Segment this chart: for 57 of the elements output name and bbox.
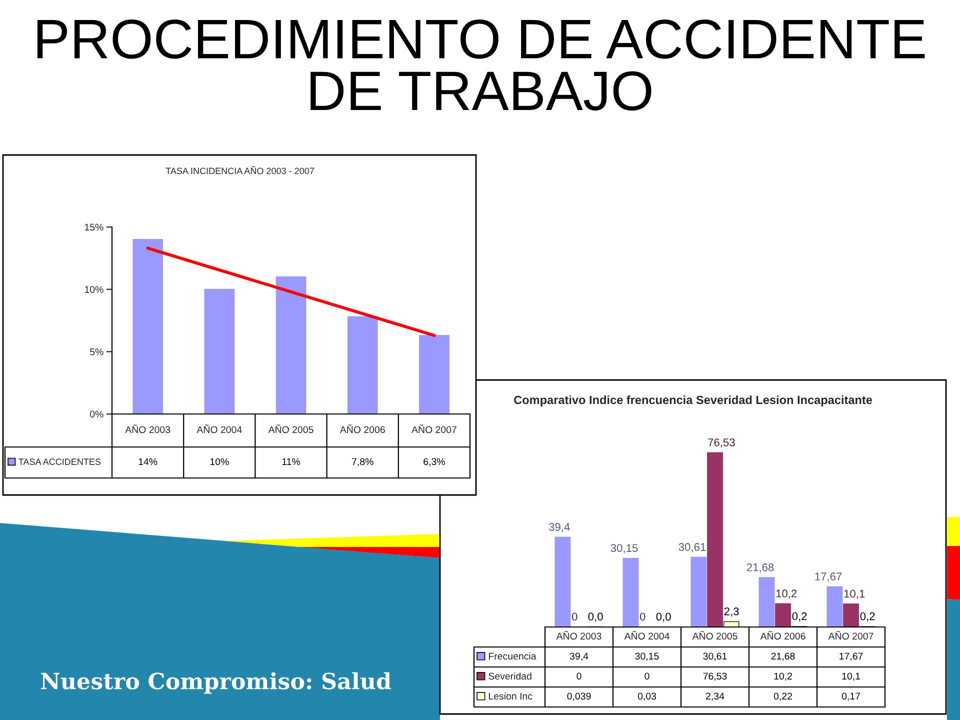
annotation: 0,2 <box>860 612 875 622</box>
x-tick-label: AÑO 2007 <box>412 424 456 434</box>
text: 10,1 <box>844 590 865 599</box>
data-label: 10% <box>210 458 229 466</box>
data-label: 10,1 <box>842 672 860 681</box>
data-label: 0,03 <box>638 692 656 701</box>
x-tick-label: AÑO 2005 <box>268 424 314 434</box>
x-tick-label: AÑO 2007 <box>828 630 874 640</box>
data-label: 2,34 <box>706 692 724 701</box>
text: 30,61 <box>678 543 706 552</box>
annotation: 0,2 <box>792 612 807 622</box>
text: 0 <box>572 612 578 621</box>
y-tick-label: 10% <box>84 286 104 293</box>
data-label: 14% <box>138 458 158 466</box>
text: 21,68 <box>746 563 774 573</box>
data-label: 0,17 <box>842 692 860 701</box>
legend-label: Severidad <box>488 672 532 680</box>
x-tick-label: AÑO 2003 <box>556 630 602 640</box>
data-label: 0 <box>576 672 582 680</box>
data-label: 11% <box>282 458 300 466</box>
y-tick-label: 0% <box>90 410 104 418</box>
data-label: 10,2 <box>774 672 792 681</box>
data-label: 6,3% <box>424 458 445 466</box>
text: 30,15 <box>610 544 638 554</box>
x-tick-label: AÑO 2003 <box>125 424 170 434</box>
data-label: 30,15 <box>635 652 659 661</box>
x-tick-label: AÑO 2006 <box>340 424 385 434</box>
x-tick-label: AÑO 2004 <box>196 424 242 434</box>
text: 0 <box>640 612 646 621</box>
data-label: 30,61 <box>703 652 727 661</box>
y-tick-label: 15% <box>84 224 104 231</box>
data-label: 76,53 <box>703 672 727 681</box>
x-tick-label: AÑO 2005 <box>692 630 738 640</box>
annotation: 0,0 <box>588 612 603 622</box>
chart-title: PROCEDIMIENTO DE ACCIDENTE DE TRABAJO <box>37 19 925 111</box>
data-label: 17,67 <box>840 652 863 661</box>
legend-label: Lesion Inc <box>488 692 532 700</box>
data-label: 0,039 <box>567 692 591 701</box>
legend-label: TASA ACCIDENTES <box>18 458 101 465</box>
data-label: 39,4 <box>570 652 588 661</box>
x-tick-label: AÑO 2004 <box>624 630 670 640</box>
data-label: 7,8% <box>352 458 374 466</box>
chart-title: Comparativo Indice frencuencia Severidad Lesion Incapacitante <box>514 395 872 406</box>
y-tick-label: 5% <box>90 348 104 356</box>
text: 76,53 <box>708 438 735 448</box>
text: 17,67 <box>815 572 842 582</box>
annotation: 2,3 <box>724 607 739 617</box>
data-label: 0 <box>644 672 650 680</box>
annotation: 0,0 <box>656 612 671 622</box>
data-label: 21,68 <box>771 652 795 661</box>
text: Nuestro Compromiso: Salud <box>40 672 392 694</box>
text: 10,2 <box>776 590 797 599</box>
chart-subtitle: TASA INCIDENCIA AÑO 2003 - 2007 <box>166 166 314 174</box>
x-tick-label: AÑO 2006 <box>760 630 806 640</box>
data-label: 0,22 <box>774 692 792 701</box>
text: 39,4 <box>548 523 570 532</box>
legend-label: Frecuencia <box>488 652 536 660</box>
